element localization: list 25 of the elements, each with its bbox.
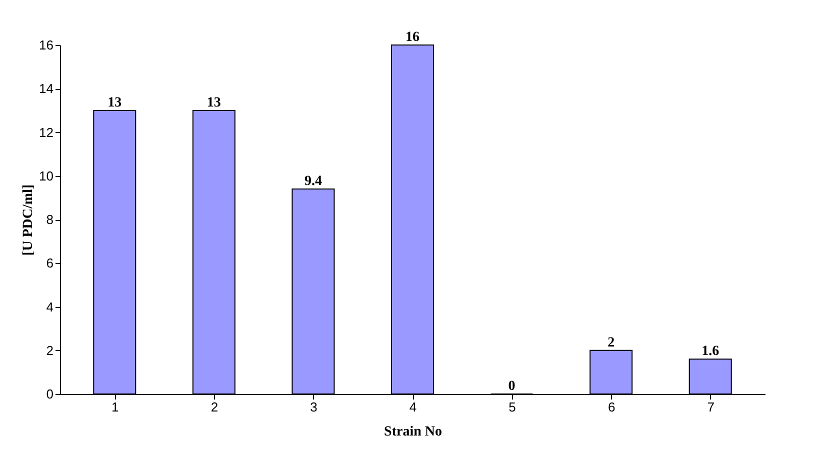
data-label: 1.6 — [702, 344, 720, 360]
data-label: 2 — [608, 335, 615, 350]
y-tick-label: 8 — [46, 212, 54, 227]
data-label: 13 — [108, 95, 122, 110]
x-tick-label: 1 — [112, 400, 119, 414]
x-tick-label: 3 — [310, 400, 318, 414]
x-tick-label: 6 — [608, 400, 616, 414]
y-tick-label: 2 — [46, 342, 54, 358]
y-axis-title: [U PDC/ml] — [21, 184, 36, 256]
x-tick-label: 5 — [508, 400, 516, 414]
y-tick-label: 12 — [39, 124, 54, 140]
y-tick-label: 16 — [39, 38, 54, 52]
data-label: 0 — [508, 379, 516, 394]
x-tick-label: 4 — [409, 400, 417, 414]
x-axis-title: Strain No — [384, 424, 442, 440]
x-tick-label: 2 — [210, 400, 218, 414]
data-label: 9.4 — [304, 174, 322, 189]
x-tick-label: 7 — [707, 400, 714, 414]
data-label: 16 — [406, 30, 420, 45]
y-tick-label: 14 — [39, 81, 54, 96]
data-label: 13 — [206, 95, 221, 110]
y-tick-label: 10 — [39, 168, 54, 184]
y-tick-label: 6 — [46, 256, 54, 271]
y-tick-label: 0 — [46, 386, 54, 402]
y-tick-label: 4 — [46, 299, 54, 314]
